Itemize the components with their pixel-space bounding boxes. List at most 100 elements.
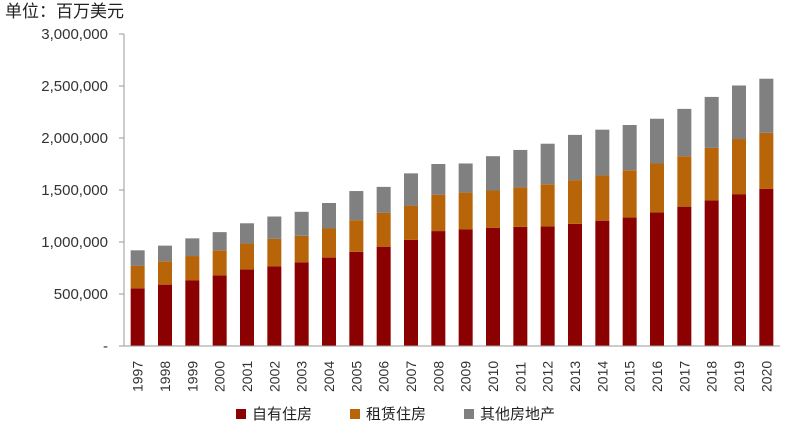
bar-segment-rental (158, 261, 172, 285)
y-tick-label: 500,000 (54, 286, 108, 303)
bar-segment-other-real-estate (294, 211, 309, 236)
bar-segment-owner-occupied (158, 284, 172, 346)
bar-segment-rental (759, 132, 774, 189)
x-tick-label: 2007 (403, 361, 419, 392)
bar-segment-other-real-estate (513, 149, 528, 188)
x-tick-label: 2020 (758, 361, 774, 392)
bar-segment-other-real-estate (212, 232, 227, 251)
bar-segment-rental (540, 184, 555, 227)
x-tick-label: 2008 (430, 361, 446, 392)
y-axis: - 500,000 1,000,000 1,500,000 2,000,000 2,500… (41, 26, 125, 355)
bar-segment-rental (404, 205, 418, 240)
legend-label-owner-occupied: 自有住房 (252, 405, 312, 423)
bar-segment-owner-occupied (650, 212, 664, 346)
x-tick-label: 2004 (321, 361, 337, 392)
bar-segment-rental (267, 238, 282, 267)
x-tick-label: 2015 (622, 361, 638, 392)
bar-segment-rental (322, 228, 336, 258)
bar-segment-other-real-estate (732, 85, 746, 140)
x-tick-label: 2012 (540, 361, 556, 392)
bar-segment-other-real-estate (185, 238, 200, 257)
bar-segment-other-real-estate (158, 245, 172, 262)
legend-label-rental: 租赁住房 (366, 405, 426, 423)
bar-segment-owner-occupied (458, 229, 473, 346)
bar-segment-owner-occupied (376, 246, 391, 346)
x-tick-label: 2016 (649, 361, 665, 392)
bar-segment-rental (431, 194, 446, 232)
bar-segment-owner-occupied (240, 269, 254, 346)
bar-segment-rental (185, 256, 200, 281)
bar-segment-owner-occupied (622, 217, 637, 346)
x-tick-label: 2017 (676, 361, 692, 392)
bar-segment-owner-occupied (513, 226, 528, 346)
bar-segment-other-real-estate (486, 156, 500, 191)
y-tick-label: 2,500,000 (41, 78, 108, 95)
legend-swatch-rental (350, 409, 360, 419)
bar-segment-owner-occupied (267, 266, 282, 346)
bar-segment-other-real-estate (240, 223, 254, 244)
x-tick-label: 2010 (485, 361, 501, 392)
bar-segment-rental (376, 212, 391, 247)
bar-segment-rental (458, 192, 473, 230)
legend-label-other-real-estate: 其他房地产 (480, 405, 555, 423)
bar-segment-owner-occupied (212, 275, 227, 346)
bar-segment-rental (486, 190, 500, 228)
x-tick-label: 2011 (512, 362, 528, 392)
y-tick-label: 1,500,000 (41, 182, 108, 199)
bar-segment-owner-occupied (595, 220, 610, 346)
bar-segment-owner-occupied (759, 188, 774, 346)
bar-segment-owner-occupied (322, 257, 336, 346)
bar-segment-rental (294, 235, 309, 263)
bar-segment-owner-occupied (486, 227, 500, 346)
x-tick-label: 2009 (458, 361, 474, 392)
bar-segment-owner-occupied (294, 262, 309, 346)
bar-segment-rental (212, 250, 227, 276)
x-tick-label: 2001 (239, 361, 255, 392)
y-tick-label: 3,000,000 (41, 26, 108, 43)
y-tick-label: - (103, 338, 108, 355)
bar-segment-rental (130, 265, 145, 289)
bars-group (130, 78, 774, 346)
bar-segment-rental (732, 139, 746, 195)
x-tick-label: 2005 (348, 361, 364, 392)
x-tick-label: 2006 (376, 361, 392, 392)
bar-segment-other-real-estate (431, 164, 446, 195)
x-tick-label: 1999 (184, 361, 200, 392)
x-axis: 1997 1998 1999 2000 2001 2002 2003 2004 2005 2006… (124, 345, 780, 392)
bar-segment-other-real-estate (759, 78, 774, 133)
bar-segment-owner-occupied (185, 280, 200, 346)
x-tick-label: 2019 (731, 361, 747, 392)
y-tick-label: 1,000,000 (41, 234, 108, 251)
bar-segment-owner-occupied (349, 251, 364, 346)
bar-segment-rental (240, 243, 254, 270)
bar-segment-other-real-estate (650, 118, 664, 164)
bar-segment-owner-occupied (704, 200, 719, 346)
legend-swatch-owner-occupied (236, 409, 246, 419)
bar-segment-other-real-estate (349, 191, 364, 221)
bar-segment-other-real-estate (376, 186, 391, 213)
bar-segment-rental (704, 147, 719, 201)
bar-segment-other-real-estate (130, 250, 145, 266)
x-tick-label: 2003 (294, 361, 310, 392)
legend-swatch-other-real-estate (464, 409, 474, 419)
bar-segment-other-real-estate (677, 108, 692, 157)
x-tick-label: 2000 (212, 361, 228, 392)
bar-segment-rental (622, 170, 637, 218)
x-tick-label: 1998 (157, 361, 173, 392)
bar-segment-other-real-estate (568, 134, 582, 181)
bar-segment-rental (568, 180, 582, 224)
bar-segment-other-real-estate (540, 143, 555, 185)
bar-segment-owner-occupied (130, 288, 145, 346)
bar-segment-other-real-estate (622, 125, 637, 171)
bar-segment-other-real-estate (704, 96, 719, 148)
bar-segment-owner-occupied (732, 194, 746, 346)
bar-segment-rental (677, 156, 692, 207)
x-tick-label: 2018 (704, 361, 720, 392)
bar-segment-owner-occupied (540, 226, 555, 346)
bar-segment-other-real-estate (267, 216, 282, 239)
bar-segment-other-real-estate (404, 173, 418, 206)
bar-segment-owner-occupied (431, 231, 446, 346)
bar-segment-other-real-estate (595, 129, 610, 176)
bar-segment-rental (650, 163, 664, 213)
unit-label: 单位：百万美元 (5, 2, 124, 22)
